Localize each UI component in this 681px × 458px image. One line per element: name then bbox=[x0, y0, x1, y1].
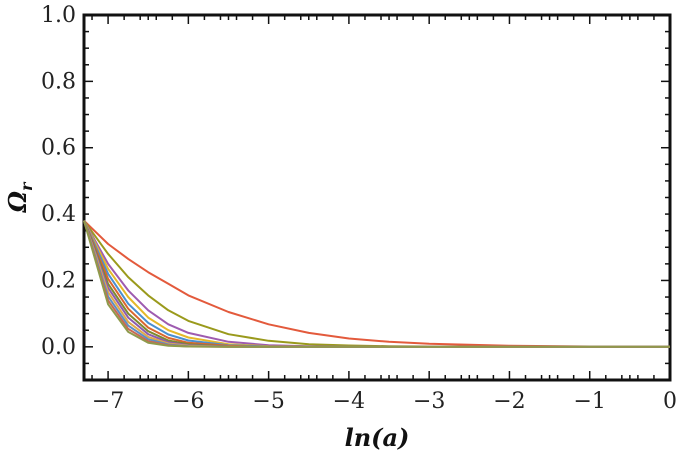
series-line-3 bbox=[83, 220, 670, 348]
y-tick-label: 0.2 bbox=[41, 268, 76, 293]
series-line-5 bbox=[83, 220, 670, 348]
x-axis-title: ln(a) bbox=[345, 423, 410, 452]
series-line-11 bbox=[83, 220, 670, 348]
series-line-10 bbox=[83, 220, 670, 348]
y-axis-title-subscript: r bbox=[17, 181, 36, 191]
x-tick-label: 0 bbox=[663, 389, 677, 414]
y-tick-label: 1.0 bbox=[41, 3, 76, 28]
series-lines bbox=[83, 219, 671, 348]
series-line-2 bbox=[83, 220, 670, 348]
series-line-6 bbox=[83, 220, 670, 348]
y-tick-label: 0.4 bbox=[41, 202, 76, 227]
series-line-4 bbox=[83, 220, 670, 348]
x-tick-label: −7 bbox=[92, 389, 124, 414]
series-line-1 bbox=[83, 219, 671, 348]
series-line-9 bbox=[83, 220, 670, 348]
y-axis-title: Ωr bbox=[3, 181, 36, 213]
x-tick-label: −1 bbox=[574, 389, 606, 414]
y-tick-label: 0.6 bbox=[41, 136, 76, 161]
y-tick-label: 0.8 bbox=[41, 69, 76, 94]
x-tick-labels: −7 −6 −5 −4 −3 −2 −1 0 bbox=[92, 389, 677, 414]
x-tick-label: −2 bbox=[493, 389, 525, 414]
axis-ticks bbox=[84, 14, 671, 381]
y-axis-title-main: Ω bbox=[3, 190, 32, 213]
series-line-7 bbox=[83, 220, 670, 348]
series-line-8 bbox=[83, 220, 670, 348]
x-tick-label: −6 bbox=[172, 389, 204, 414]
x-tick-label: −5 bbox=[252, 389, 284, 414]
x-tick-label: −3 bbox=[413, 389, 445, 414]
y-tick-labels: 0.0 0.2 0.4 0.6 0.8 1.0 bbox=[41, 3, 76, 360]
series-line-12 bbox=[83, 220, 670, 348]
x-tick-label: −4 bbox=[333, 389, 365, 414]
y-tick-label: 0.0 bbox=[41, 335, 76, 360]
